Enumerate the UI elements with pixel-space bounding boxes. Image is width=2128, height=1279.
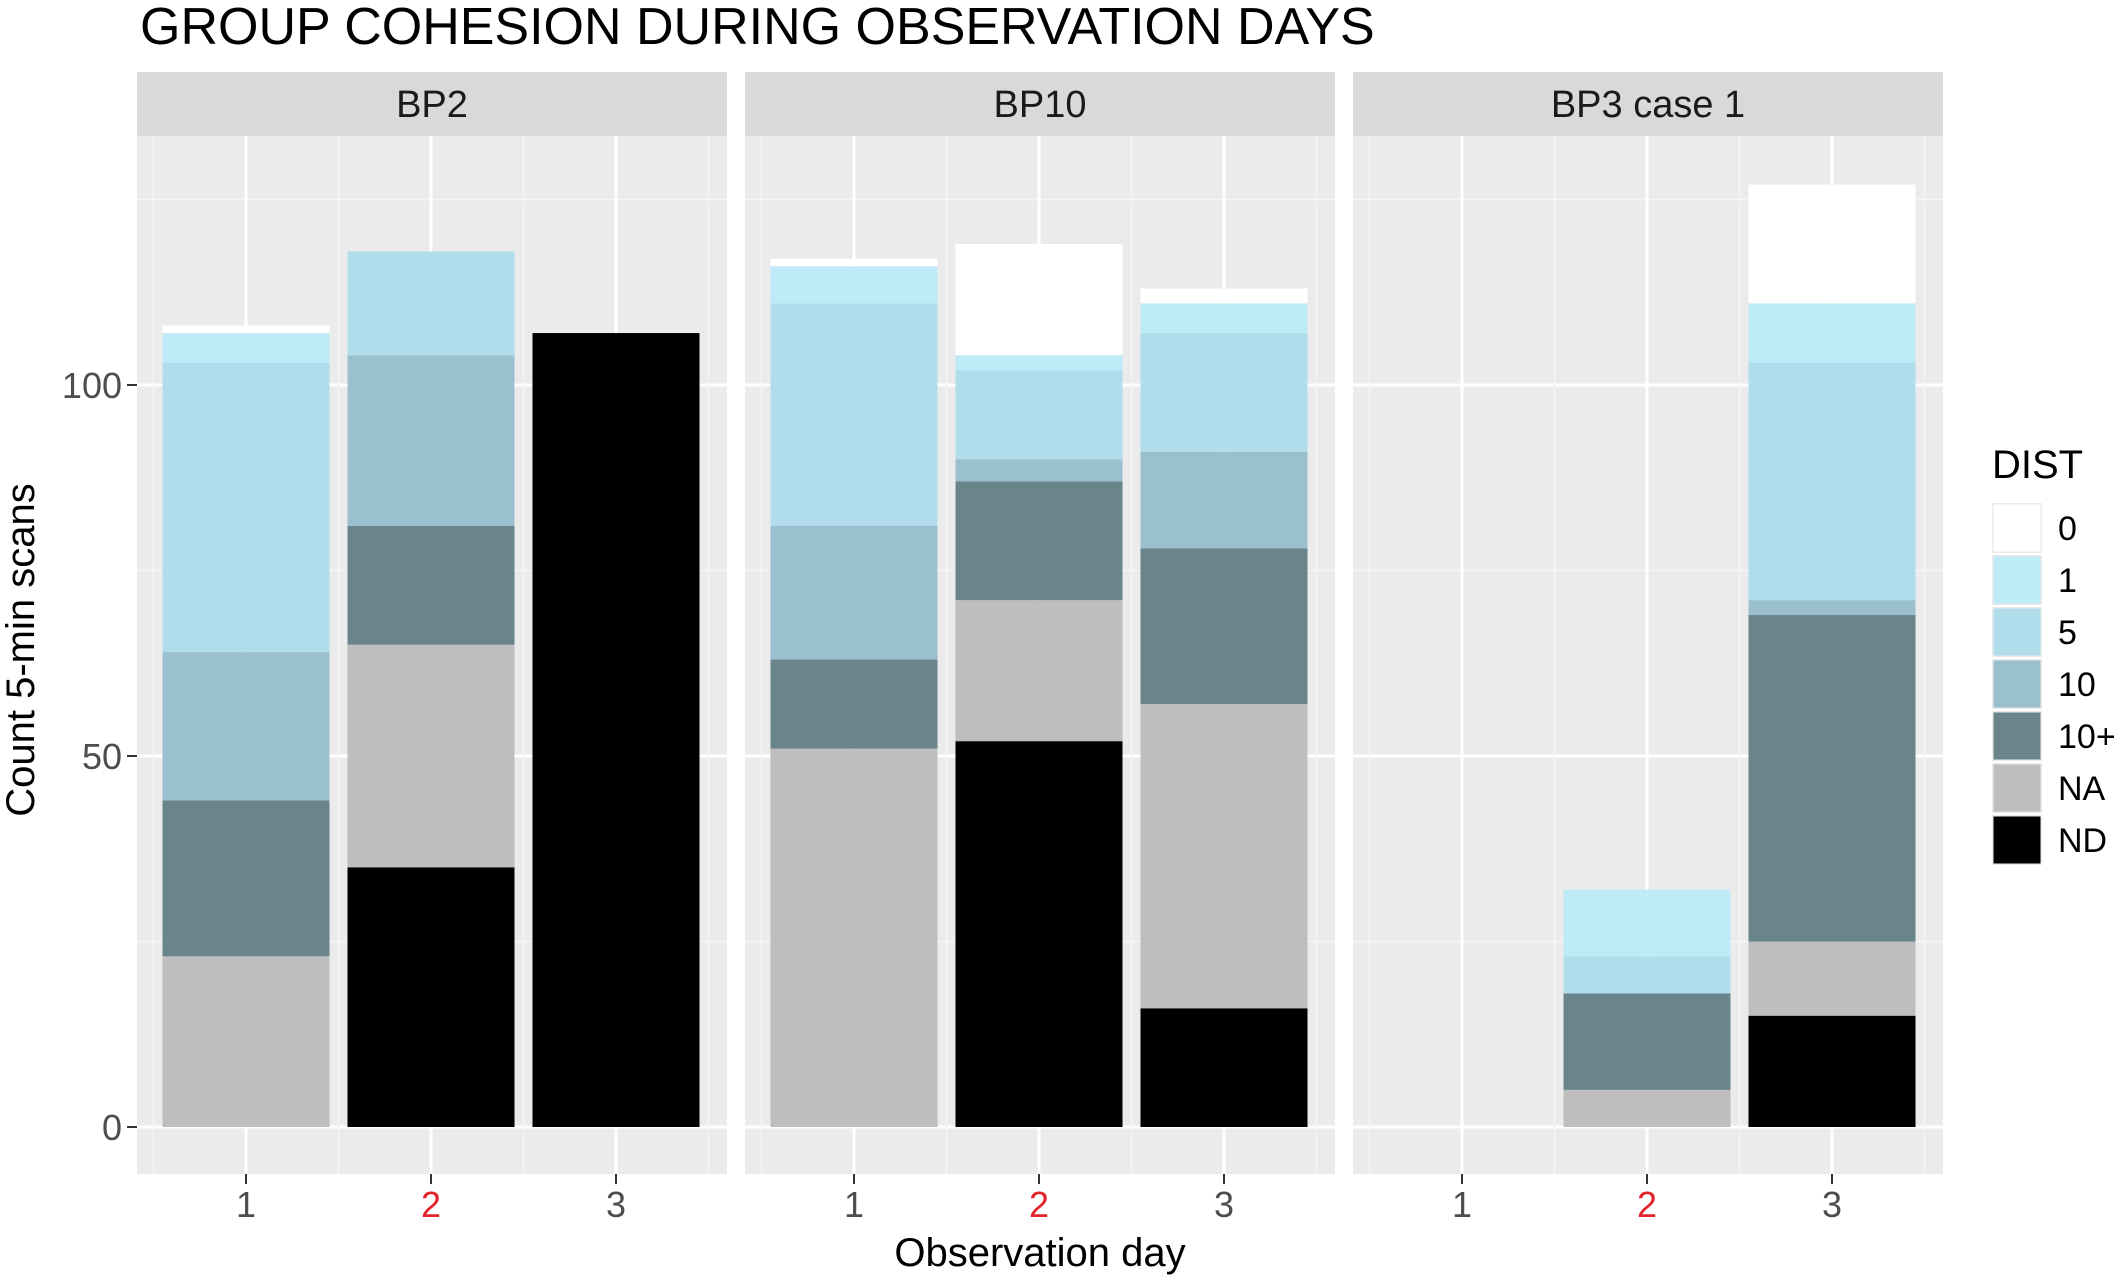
legend-swatch [1993,816,2041,864]
bar-segment-bp3-case-1-day3-10plus [1748,615,1916,942]
bar-segment-bp10-day3-10plus [1140,548,1308,705]
bar-segment-bp3-case-1-day2-10plus [1563,993,1731,1090]
facet-strip-label: BP2 [396,84,468,126]
bar-segment-bp10-day3-10 [1140,451,1308,549]
legend-label: ND [2058,822,2107,860]
x-tick-label: 1 [1452,1184,1472,1225]
bar-segment-bp10-day3-nd [1140,1008,1308,1127]
bar-segment-bp10-day3-1 [1140,303,1308,334]
legend-title: DIST [1992,443,2083,487]
bar-segment-bp10-day2-10plus [955,481,1123,601]
bar-segment-bp10-day2-na [955,600,1123,742]
x-axis-title: Observation day [894,1231,1185,1275]
bar-segment-bp3-case-1-day3-5 [1748,362,1916,601]
legend-label: 0 [2058,510,2077,548]
bar-segment-bp2-day2-10plus [347,525,515,645]
legend-swatch [1993,660,2041,708]
x-tick-label: 3 [1822,1184,1842,1225]
bar-segment-bp10-day2-0 [955,244,1123,356]
legend-label: 1 [2058,562,2077,600]
bar-segment-bp10-day1-1 [770,266,938,304]
facet-strip-label: BP10 [994,84,1087,126]
bar-segment-bp3-case-1-day3-na [1748,941,1916,1016]
legend-swatch [1993,608,2041,656]
bar-segment-bp3-case-1-day3-1 [1748,303,1916,363]
bar-segment-bp3-case-1-day2-5 [1563,956,1731,994]
bar-segment-bp10-day1-5 [770,303,938,526]
bar-segment-bp2-day2-na [347,644,515,868]
bar-segment-bp3-case-1-day2-na [1563,1089,1731,1127]
legend-swatch [1993,556,2041,604]
bar-segment-bp10-day1-10 [770,525,938,660]
legend-swatch [1993,504,2041,552]
x-tick-label: 1 [236,1184,256,1225]
bar-segment-bp10-day3-5 [1140,333,1308,452]
x-tick-label: 3 [606,1184,626,1225]
bar-segment-bp10-day3-0 [1140,288,1308,304]
y-tick-label: 50 [82,736,122,777]
panel-3: BP3 case 1 [1353,72,1943,1174]
bar-segment-bp2-day1-10plus [162,800,330,957]
bar-segment-bp2-day1-10 [162,652,330,801]
legend-label: 10 [2058,666,2096,704]
bar-segment-bp10-day3-na [1140,704,1308,1009]
x-tick-label: 2 [1029,1184,1049,1225]
bar-segment-bp2-day2-10 [347,355,515,526]
bar-segment-bp10-day2-5 [955,370,1123,460]
bar-segment-bp2-day3-nd [532,333,700,1127]
y-axis-title: Count 5-min scans [0,483,43,816]
x-tick-label: 1 [844,1184,864,1225]
bar-segment-bp10-day1-0 [770,258,938,267]
legend-swatch [1993,764,2041,812]
bar-segment-bp3-case-1-day3-0 [1748,184,1916,304]
legend-swatch [1993,712,2041,760]
legend: DIST 0 1 5 10 10+ NA ND [1992,443,2116,865]
bar-segment-bp2-day1-5 [162,362,330,653]
y-axis: 0 50 100 [62,365,137,1148]
legend-label: 10+ [2058,718,2116,756]
bar-segment-bp10-day1-na [770,748,938,1127]
panel-2: BP10 [745,72,1335,1174]
bar-segment-bp2-day2-5 [347,251,515,356]
bar-segment-bp3-case-1-day3-nd [1748,1015,1916,1127]
bar-segment-bp10-day2-nd [955,741,1123,1127]
bar-segment-bp3-case-1-day3-10 [1748,600,1916,616]
facet-strip-label: BP3 case 1 [1551,84,1745,126]
bar-segment-bp2-day2-nd [347,867,515,1127]
x-tick-label: 2 [1637,1184,1657,1225]
facet-panels: BP2 BP10 BP3 case 1 [137,72,1943,1174]
x-tick-label: 2 [421,1184,441,1225]
panel-1: BP2 [137,72,727,1174]
y-tick-label: 100 [62,365,122,406]
bar-segment-bp2-day1-0 [162,325,330,334]
bar-segment-bp10-day1-10plus [770,659,938,749]
y-tick-label: 0 [102,1107,122,1148]
bar-segment-bp2-day1-1 [162,333,330,363]
x-tick-labels: 1 2 3 1 2 3 1 2 3 [236,1174,1842,1225]
x-tick-label: 3 [1214,1184,1234,1225]
bar-segment-bp10-day2-10 [955,459,1123,482]
bar-segment-bp2-day1-na [162,956,330,1127]
bar-segment-bp3-case-1-day2-1 [1563,889,1731,957]
legend-label: 5 [2058,614,2077,652]
legend-label: NA [2058,770,2106,808]
bar-segment-bp10-day2-1 [955,355,1123,371]
chart-title: GROUP COHESION DURING OBSERVATION DAYS [140,0,1375,56]
facet-strip [137,72,727,136]
facet-strip [745,72,1335,136]
facet-strip [1353,72,1943,136]
